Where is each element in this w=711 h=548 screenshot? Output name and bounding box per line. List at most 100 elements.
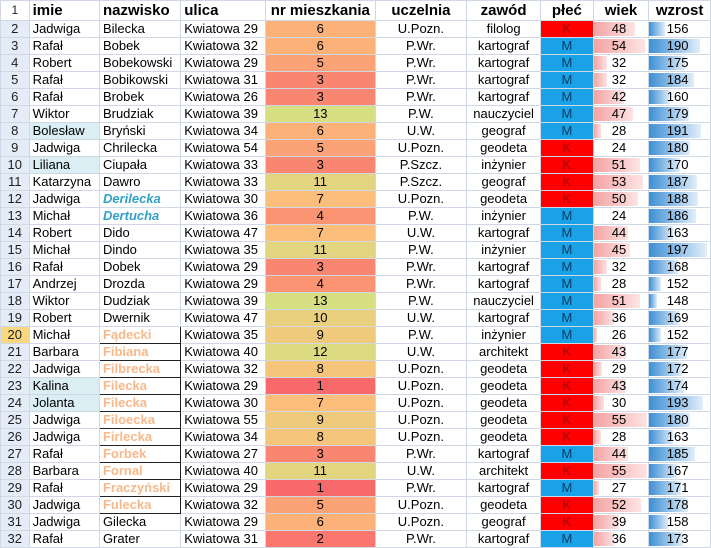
cell-zawod[interactable]: geodeta <box>466 428 542 446</box>
cell-imie[interactable]: Michał <box>28 241 100 259</box>
cell-nazwisko[interactable]: Grater <box>98 530 182 548</box>
cell-zawod[interactable]: nauczyciel <box>466 105 542 123</box>
cell-plec[interactable]: K <box>540 377 594 395</box>
cell-ulica[interactable]: Kwiatowa 29 <box>180 20 266 38</box>
cell-wzrost[interactable]: 156 <box>648 20 711 38</box>
cell-nazwisko[interactable]: Fornal <box>98 462 182 480</box>
row-header[interactable]: 21 <box>0 343 30 361</box>
cell-imie[interactable]: Barbara <box>28 343 100 361</box>
cell-uczelnia[interactable]: U.Pozn. <box>374 139 468 157</box>
cell-nr-mieszkania[interactable]: 3 <box>264 71 376 89</box>
cell-imie[interactable]: Rafał <box>28 37 100 55</box>
row-header[interactable]: 16 <box>0 258 30 276</box>
cell-wiek[interactable]: 24 <box>592 139 650 157</box>
cell-zawod[interactable]: kartograf <box>466 275 542 293</box>
cell-uczelnia[interactable]: U.Pozn. <box>374 394 468 412</box>
cell-wiek[interactable]: 29 <box>592 360 650 378</box>
cell-nazwisko[interactable]: Bobikowski <box>98 71 182 89</box>
cell-imie[interactable]: Jadwiga <box>28 513 100 531</box>
cell-wzrost[interactable]: 152 <box>648 326 711 344</box>
cell-ulica[interactable]: Kwiatowa 40 <box>180 462 266 480</box>
cell-plec[interactable]: M <box>540 122 594 140</box>
cell-ulica[interactable]: Kwiatowa 32 <box>180 37 266 55</box>
cell-plec[interactable]: M <box>540 479 594 497</box>
cell-nazwisko[interactable]: Firlecka <box>98 428 182 446</box>
cell-nr-mieszkania[interactable]: 1 <box>264 377 376 395</box>
cell-uczelnia[interactable]: P.Wr. <box>374 275 468 293</box>
cell-plec[interactable]: M <box>540 71 594 89</box>
cell-ulica[interactable]: Kwiatowa 33 <box>180 173 266 191</box>
cell-nr-mieszkania[interactable]: 6 <box>264 37 376 55</box>
cell-ulica[interactable]: Kwiatowa 36 <box>180 207 266 225</box>
row-header[interactable]: 20 <box>0 326 30 344</box>
cell-ulica[interactable]: Kwiatowa 29 <box>180 54 266 72</box>
cell-wzrost[interactable]: 197 <box>648 241 711 259</box>
cell-imie[interactable]: Jadwiga <box>28 428 100 446</box>
cell-nazwisko[interactable]: Gilecka <box>98 513 182 531</box>
cell-wzrost[interactable]: 186 <box>648 207 711 225</box>
row-header[interactable]: 7 <box>0 105 30 123</box>
cell-wiek[interactable]: 45 <box>592 241 650 259</box>
cell-zawod[interactable]: kartograf <box>466 309 542 327</box>
cell-ulica[interactable]: Kwiatowa 29 <box>180 377 266 395</box>
cell-wiek[interactable]: 44 <box>592 445 650 463</box>
cell-zawod[interactable]: geograf <box>466 122 542 140</box>
cell-plec[interactable]: K <box>540 411 594 429</box>
cell-zawod[interactable]: geodeta <box>466 496 542 514</box>
row-header[interactable]: 32 <box>0 530 30 548</box>
cell-nazwisko[interactable]: Fibiana <box>98 343 182 361</box>
cell-zawod[interactable]: kartograf <box>466 445 542 463</box>
cell-nazwisko[interactable]: Dwernik <box>98 309 182 327</box>
cell-wiek[interactable]: 42 <box>592 88 650 106</box>
cell-plec[interactable]: K <box>540 343 594 361</box>
cell-plec[interactable]: M <box>540 530 594 548</box>
cell-zawod[interactable]: kartograf <box>466 224 542 242</box>
cell-nr-mieszkania[interactable]: 9 <box>264 326 376 344</box>
row-header[interactable]: 29 <box>0 479 30 497</box>
cell-wiek[interactable]: 51 <box>592 292 650 310</box>
cell-wzrost[interactable]: 163 <box>648 428 711 446</box>
cell-wiek[interactable]: 32 <box>592 71 650 89</box>
cell-zawod[interactable]: geodeta <box>466 360 542 378</box>
cell-ulica[interactable]: Kwiatowa 47 <box>180 224 266 242</box>
cell-zawod[interactable]: architekt <box>466 462 542 480</box>
cell-zawod[interactable]: kartograf <box>466 479 542 497</box>
cell-ulica[interactable]: Kwiatowa 47 <box>180 309 266 327</box>
cell-ulica[interactable]: Kwiatowa 31 <box>180 530 266 548</box>
cell-imie[interactable]: Jolanta <box>28 394 100 412</box>
cell-zawod[interactable]: inżynier <box>466 326 542 344</box>
header-plec[interactable]: płeć <box>540 0 594 21</box>
cell-nazwisko[interactable]: Filbrecka <box>98 360 182 378</box>
row-header[interactable]: 15 <box>0 241 30 259</box>
cell-wiek[interactable]: 50 <box>592 190 650 208</box>
cell-wzrost[interactable]: 152 <box>648 275 711 293</box>
cell-imie[interactable]: Robert <box>28 54 100 72</box>
cell-nr-mieszkania[interactable]: 11 <box>264 241 376 259</box>
cell-plec[interactable]: M <box>540 54 594 72</box>
cell-nazwisko[interactable]: Dido <box>98 224 182 242</box>
cell-wzrost[interactable]: 190 <box>648 37 711 55</box>
cell-nazwisko[interactable]: Forbek <box>98 445 182 463</box>
cell-imie[interactable]: Jadwiga <box>28 20 100 38</box>
cell-wiek[interactable]: 43 <box>592 377 650 395</box>
cell-ulica[interactable]: Kwiatowa 39 <box>180 292 266 310</box>
cell-wzrost[interactable]: 168 <box>648 258 711 276</box>
cell-nr-mieszkania[interactable]: 4 <box>264 275 376 293</box>
cell-nr-mieszkania[interactable]: 11 <box>264 173 376 191</box>
cell-uczelnia[interactable]: U.W. <box>374 224 468 242</box>
cell-ulica[interactable]: Kwiatowa 35 <box>180 326 266 344</box>
row-header[interactable]: 9 <box>0 139 30 157</box>
cell-nazwisko[interactable]: Chrilecka <box>98 139 182 157</box>
cell-nr-mieszkania[interactable]: 13 <box>264 292 376 310</box>
cell-uczelnia[interactable]: P.Wr. <box>374 54 468 72</box>
cell-nr-mieszkania[interactable]: 3 <box>264 258 376 276</box>
row-header[interactable]: 26 <box>0 428 30 446</box>
cell-wzrost[interactable]: 169 <box>648 309 711 327</box>
cell-nazwisko[interactable]: Fądecki <box>98 326 182 344</box>
cell-uczelnia[interactable]: P.W. <box>374 292 468 310</box>
header-uczelnia[interactable]: uczelnia <box>374 0 468 21</box>
cell-nazwisko[interactable]: Bobekowski <box>98 54 182 72</box>
cell-nazwisko[interactable]: Dertucha <box>98 207 182 225</box>
cell-wiek[interactable]: 53 <box>592 173 650 191</box>
cell-uczelnia[interactable]: P.W. <box>374 207 468 225</box>
